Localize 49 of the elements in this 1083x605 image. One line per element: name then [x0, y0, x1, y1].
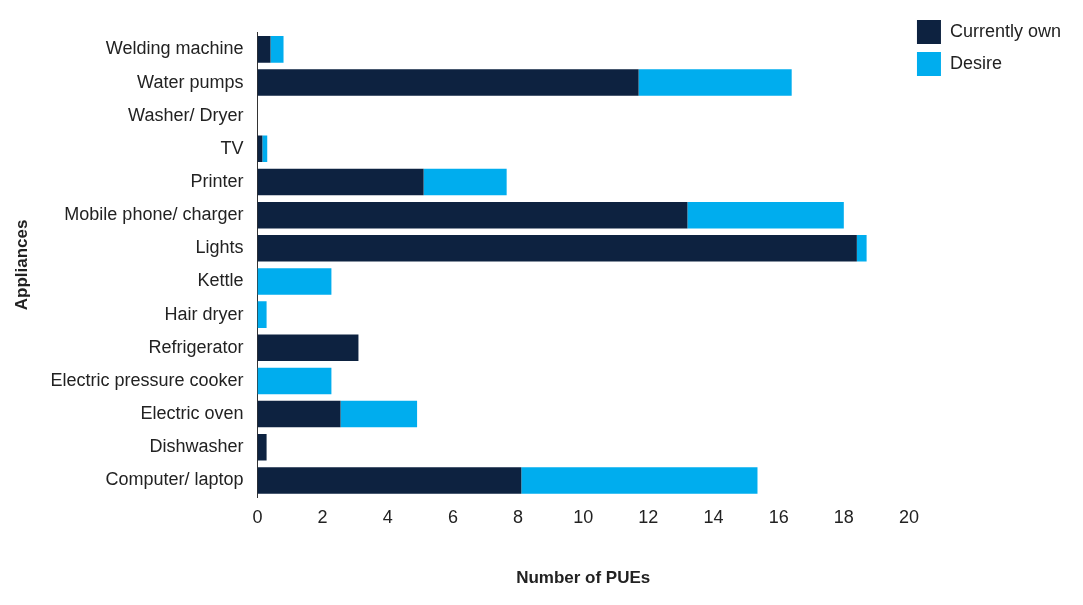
y-tick-label: Lights	[195, 237, 244, 258]
x-axis-title: Number of PUEs	[516, 568, 651, 588]
bar	[257, 367, 332, 395]
bar	[257, 168, 424, 196]
y-tick-label: Electric oven	[140, 403, 244, 424]
x-tick-label: 12	[638, 506, 659, 527]
legend-label: Desire	[949, 52, 1002, 73]
x-tick-label: 0	[252, 506, 263, 527]
bar	[270, 36, 284, 63]
bar	[257, 235, 857, 262]
y-tick-label: Electric pressure cooker	[50, 369, 244, 390]
y-tick-label: Computer/ laptop	[105, 469, 244, 490]
bar	[257, 334, 359, 362]
x-tick-label: 18	[833, 506, 854, 527]
bar	[856, 235, 867, 262]
legend-label: Currently own	[949, 20, 1062, 41]
x-tick-label: 10	[573, 506, 594, 527]
y-tick-label: Washer/ Dryer	[128, 104, 244, 125]
y-axis-title: Appliances	[11, 219, 31, 311]
bar	[262, 135, 268, 163]
y-tick-label: Refrigerator	[148, 336, 244, 357]
x-tick-label: 4	[382, 506, 393, 527]
bar	[521, 467, 758, 494]
x-tick-label: 6	[447, 506, 458, 527]
x-tick-label: 2	[317, 506, 328, 527]
x-tick-label: 8	[513, 506, 524, 527]
bar	[257, 69, 639, 96]
y-tick-label: Hair dryer	[164, 303, 244, 324]
bar	[257, 268, 332, 295]
y-tick-label: Water pumps	[137, 71, 244, 92]
bar	[257, 467, 522, 494]
bar	[687, 201, 844, 229]
y-tick-label: Dishwasher	[149, 436, 244, 457]
x-tick-label: 16	[768, 506, 789, 527]
bar	[257, 400, 341, 428]
bar	[257, 434, 267, 461]
bar	[257, 201, 688, 229]
bar	[340, 400, 418, 428]
bar	[638, 69, 792, 96]
bar	[423, 168, 507, 196]
x-tick-label: 14	[703, 506, 724, 527]
bar	[257, 36, 271, 63]
y-tick-label: Mobile phone/ charger	[64, 204, 244, 225]
bar	[257, 301, 267, 328]
y-tick-label: TV	[220, 137, 244, 158]
y-tick-label: Printer	[190, 170, 244, 191]
x-tick-label: 20	[898, 506, 919, 527]
y-tick-label: Welding machine	[105, 38, 244, 59]
y-tick-label: Kettle	[197, 270, 244, 291]
